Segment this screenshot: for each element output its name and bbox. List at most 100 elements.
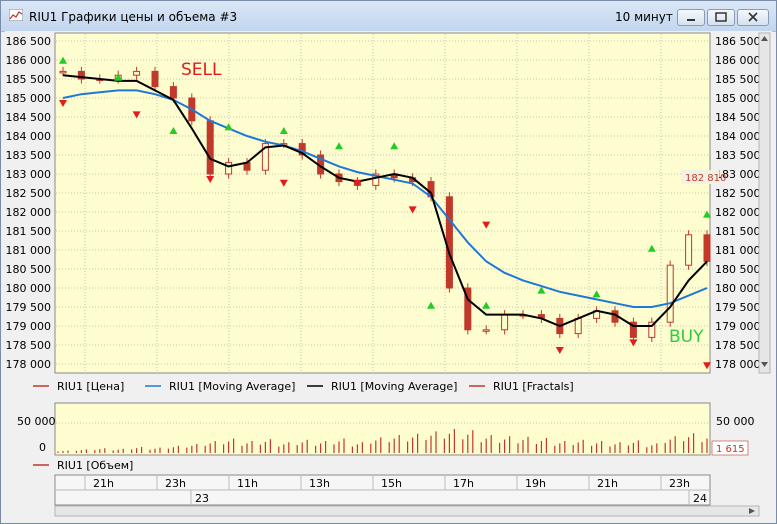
price-tick-label: 182 500 <box>715 187 761 200</box>
fractal-down-marker <box>482 221 491 229</box>
candle-body <box>445 196 453 289</box>
price-tick-label: 178 000 <box>6 358 52 371</box>
candle-body <box>206 120 214 175</box>
fractal-up-marker <box>390 142 399 150</box>
price-tick-label: 185 000 <box>715 92 761 105</box>
price-tick-label: 183 500 <box>715 149 761 162</box>
price-tick-label: 184 000 <box>6 130 52 143</box>
price-tick-label: 185 500 <box>6 73 52 86</box>
scroll-up-icon[interactable] <box>761 36 768 41</box>
candle-body <box>151 70 159 88</box>
candle-body <box>59 70 67 74</box>
fractal-down-marker <box>408 206 417 214</box>
hour-label: 19h <box>525 477 546 490</box>
current-volume-box <box>711 440 749 456</box>
price-tick-label: 186 500 <box>6 35 52 48</box>
scroll-down-icon[interactable] <box>761 362 768 367</box>
price-tick-label: 186 500 <box>715 35 761 48</box>
fractal-down-marker <box>353 179 362 187</box>
candle-body <box>169 86 177 99</box>
price-tick-label: 179 500 <box>6 301 52 314</box>
price-tick-label: 184 500 <box>715 111 761 124</box>
price-tick-label: 178 000 <box>715 358 761 371</box>
day-label: 23 <box>195 492 209 505</box>
fractal-down-marker <box>59 100 67 107</box>
volume-axis-left-bottom: 0 <box>39 441 46 454</box>
close-button[interactable] <box>737 9 769 26</box>
price-tick-label: 182 000 <box>715 206 761 219</box>
fractal-up-marker <box>427 301 435 309</box>
fractal-up-marker <box>224 123 233 131</box>
maximize-button[interactable] <box>707 9 735 26</box>
fractal-down-marker <box>279 179 288 187</box>
price-tick-label: 179 500 <box>715 301 761 314</box>
minimize-button[interactable] <box>677 9 705 26</box>
fractal-up-marker <box>279 127 288 134</box>
price-tick-label: 180 500 <box>715 263 761 276</box>
fractal-down-marker <box>206 176 215 183</box>
price-tick-label: 178 500 <box>715 339 761 352</box>
hour-label: 15h <box>381 477 402 490</box>
current-volume-label: 1 615 <box>716 444 745 455</box>
price-tick-label: 186 000 <box>715 54 761 67</box>
fractal-down-marker <box>555 347 564 354</box>
volume-panel[interactable] <box>54 402 711 456</box>
price-tick-label: 186 000 <box>6 54 52 67</box>
volume-bars <box>57 429 708 453</box>
scroll-right-icon[interactable] <box>749 508 755 514</box>
price-candles <box>59 66 711 342</box>
minimize-icon <box>687 19 695 21</box>
price-tick-label: 183 500 <box>6 149 52 162</box>
candle-body <box>261 143 269 171</box>
legend-ma-black-label: RIU1 [Moving Average] <box>331 380 457 393</box>
fractal-up-marker <box>703 210 711 218</box>
price-tick-label: 184 000 <box>715 130 761 143</box>
candle-body <box>703 234 711 262</box>
candle-body <box>133 70 141 76</box>
candle-body <box>629 321 637 338</box>
price-scrollbar[interactable] <box>758 32 771 374</box>
hour-label: 23h <box>669 477 690 490</box>
price-tick-label: 185 000 <box>6 92 52 105</box>
hour-label: 11h <box>237 477 258 490</box>
hour-label: 21h <box>597 477 618 490</box>
fractal-up-marker <box>592 290 601 298</box>
fractal-up-marker <box>59 56 67 64</box>
price-panel[interactable] <box>54 32 711 374</box>
price-tick-label: 181 000 <box>6 244 52 257</box>
window-title: RIU1 Графики цены и объема #3 <box>29 10 238 24</box>
legend-fractals-label: RIU1 [Fractals] <box>493 380 574 393</box>
hour-label: 23h <box>165 477 186 490</box>
fractal-up-marker <box>169 127 178 134</box>
time-scrollbar[interactable] <box>54 505 760 517</box>
candle-body <box>464 287 472 331</box>
candle-body <box>574 317 582 335</box>
hour-label: 13h <box>309 477 330 490</box>
current-price-label: 182 810 <box>685 173 726 184</box>
timeframe-label[interactable]: 10 минут <box>615 10 673 24</box>
moving-average-black-line <box>62 74 708 328</box>
price-tick-label: 183 000 <box>715 168 761 181</box>
price-tick-label: 182 000 <box>6 206 52 219</box>
price-tick-label: 185 500 <box>715 73 761 86</box>
legend-price-label: RIU1 [Цена] <box>57 380 124 393</box>
legend-ma-blue-label: RIU1 [Moving Average] <box>169 380 295 393</box>
hour-label: 21h <box>93 477 114 490</box>
day-label: 24 <box>693 492 707 505</box>
fractal-markers <box>59 56 711 370</box>
time-axis-labels: 21h 23h 11h 13h 15h 17h 19h 21h 23h 23 24 <box>84 475 707 505</box>
price-tick-label: 182 500 <box>6 187 52 200</box>
chart-canvas[interactable]: 186 500 186 000 185 500 185 000 184 500 184 0… <box>5 31 772 517</box>
price-tick-label: 184 500 <box>6 111 52 124</box>
price-tick-label: 180 000 <box>6 282 52 295</box>
candle-body <box>372 173 380 186</box>
price-tick-label: 180 000 <box>715 282 761 295</box>
price-tick-label: 181 500 <box>6 225 52 238</box>
candle-body <box>648 321 656 338</box>
price-axis-right: 186 500 186 000 185 500 185 000 184 500 184 0… <box>715 35 761 371</box>
title-bar: RIU1 Графики цены и объема #3 10 минут <box>1 1 776 32</box>
price-tick-label: 178 500 <box>6 339 52 352</box>
candle-body <box>77 70 85 80</box>
price-legend: RIU1 [Цена] RIU1 [Moving Average] RIU1 [… <box>33 380 574 393</box>
